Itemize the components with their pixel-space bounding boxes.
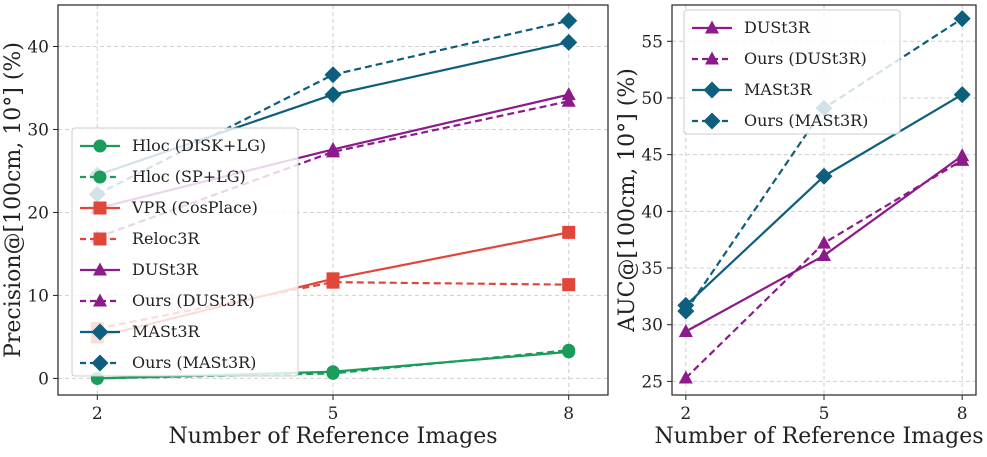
- legend-marker: [93, 232, 107, 246]
- x-tick-label: 8: [957, 404, 968, 424]
- data-point: [326, 366, 340, 380]
- legend-label: Reloc3R: [132, 229, 200, 248]
- data-point: [562, 225, 576, 239]
- legend-label: DUSt3R: [744, 18, 811, 37]
- x-axis-label: Number of Reference Images: [654, 424, 983, 449]
- legend-item-ours-mast3r: Ours (MASt3R): [80, 353, 256, 372]
- data-point: [678, 324, 693, 338]
- data-point: [955, 152, 970, 166]
- data-point: [677, 302, 695, 320]
- legend-marker: [93, 262, 107, 276]
- legend-label: Ours (DUSt3R): [744, 49, 867, 68]
- y-tick-label: 45: [641, 146, 663, 166]
- legend-label: Ours (MASt3R): [744, 111, 868, 130]
- data-point: [562, 343, 576, 357]
- legend-marker: [93, 170, 107, 184]
- y-tick-label: 30: [641, 316, 663, 336]
- legend-label: Ours (DUSt3R): [132, 291, 255, 310]
- y-tick-label: 55: [641, 32, 663, 52]
- x-axis-label: Number of Reference Images: [168, 424, 497, 449]
- legend-label: MASt3R: [744, 80, 813, 99]
- x-tick-label: 2: [680, 404, 691, 424]
- legend-label: VPR (CosPlace): [131, 198, 258, 217]
- y-tick-label: 50: [641, 89, 663, 109]
- y-tick-label: 20: [27, 203, 49, 223]
- legend-marker: [93, 293, 107, 307]
- legend-item-hloc-disk-lg: Hloc (DISK+LG): [80, 136, 266, 155]
- series-line: [685, 159, 963, 379]
- data-point: [953, 86, 971, 104]
- legend-item-dust3r: DUSt3R: [80, 260, 199, 279]
- legend-marker: [703, 81, 721, 99]
- y-axis-label: AUC@[100cm, 10°] (%): [615, 68, 640, 333]
- legend: DUSt3R Ours (DUSt3R) MASt3R Ours (MASt3R): [683, 9, 901, 135]
- legend-label: Hloc (SP+LG): [132, 167, 246, 186]
- legend-label: DUSt3R: [132, 260, 199, 279]
- legend-frame: [71, 127, 299, 377]
- series-hloc-sp-lg: [90, 343, 576, 385]
- legend-marker: [91, 354, 109, 372]
- data-point: [326, 275, 340, 289]
- legend-frame: [683, 9, 901, 135]
- x-tick-label: 8: [563, 404, 574, 424]
- data-point: [560, 33, 578, 51]
- x-tick-label: 2: [92, 404, 103, 424]
- legend-item-hloc-sp-lg: Hloc (SP+LG): [80, 167, 246, 186]
- data-point: [326, 144, 340, 158]
- legend-item-vpr-cosplace: VPR (CosPlace): [80, 198, 258, 217]
- y-tick-label: 30: [27, 120, 49, 140]
- legend-marker: [91, 323, 109, 341]
- legend-item-reloc3r: Reloc3R: [80, 229, 200, 248]
- series-ours-dust3r: [678, 152, 970, 384]
- legend-label: MASt3R: [132, 322, 201, 341]
- data-point: [561, 93, 576, 107]
- y-tick-label: 0: [38, 369, 49, 389]
- x-tick-label: 5: [819, 404, 830, 424]
- legend-item-mast3r: MASt3R: [692, 80, 813, 99]
- legend-marker: [705, 51, 719, 65]
- legend-label: Ours (MASt3R): [132, 353, 256, 372]
- data-point: [953, 10, 971, 28]
- data-point: [324, 86, 342, 104]
- y-tick-label: 40: [641, 202, 663, 222]
- data-point: [561, 87, 576, 101]
- legend-marker: [703, 112, 721, 130]
- data-point: [817, 235, 831, 249]
- legend-item-ours-dust3r: Ours (DUSt3R): [692, 49, 867, 68]
- data-point: [678, 370, 693, 384]
- data-point: [815, 167, 833, 185]
- data-point: [324, 66, 342, 84]
- y-tick-label: 10: [27, 286, 49, 306]
- y-tick-label: 35: [641, 259, 663, 279]
- precision-chart: 0 10 20 30 40 2 5 8 Number of Reference Images Pr…: [1, 4, 609, 449]
- x-tick-label: 5: [328, 404, 339, 424]
- data-point: [817, 248, 831, 262]
- legend-marker: [93, 201, 107, 215]
- legend-marker: [705, 20, 719, 34]
- legend-item-mast3r: MASt3R: [80, 322, 201, 341]
- data-point: [560, 12, 578, 30]
- y-tick-label: 25: [641, 372, 663, 392]
- legend-item-dust3r: DUSt3R: [692, 18, 811, 37]
- legend: Hloc (DISK+LG) Hloc (SP+LG) VPR (CosPlace)…: [71, 127, 299, 377]
- y-axis-label: Precision@[100cm, 10°] (%): [1, 42, 26, 358]
- legend-marker: [93, 139, 107, 153]
- legend-item-ours-mast3r: Ours (MASt3R): [692, 111, 868, 130]
- legend-item-ours-dust3r: Ours (DUSt3R): [80, 291, 255, 310]
- y-tick-label: 40: [27, 37, 49, 57]
- legend-label: Hloc (DISK+LG): [132, 136, 266, 155]
- data-point: [562, 278, 576, 292]
